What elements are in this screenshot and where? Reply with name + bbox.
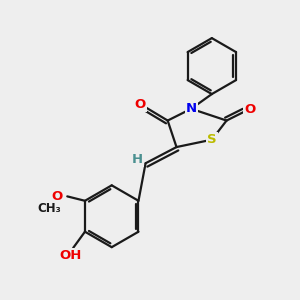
Text: O: O [51, 190, 63, 203]
Text: CH₃: CH₃ [37, 202, 61, 215]
Text: S: S [207, 133, 217, 146]
Text: H: H [132, 153, 143, 166]
Text: O: O [244, 103, 256, 116]
Text: O: O [135, 98, 146, 111]
Text: OH: OH [59, 249, 81, 262]
Text: N: N [186, 102, 197, 115]
